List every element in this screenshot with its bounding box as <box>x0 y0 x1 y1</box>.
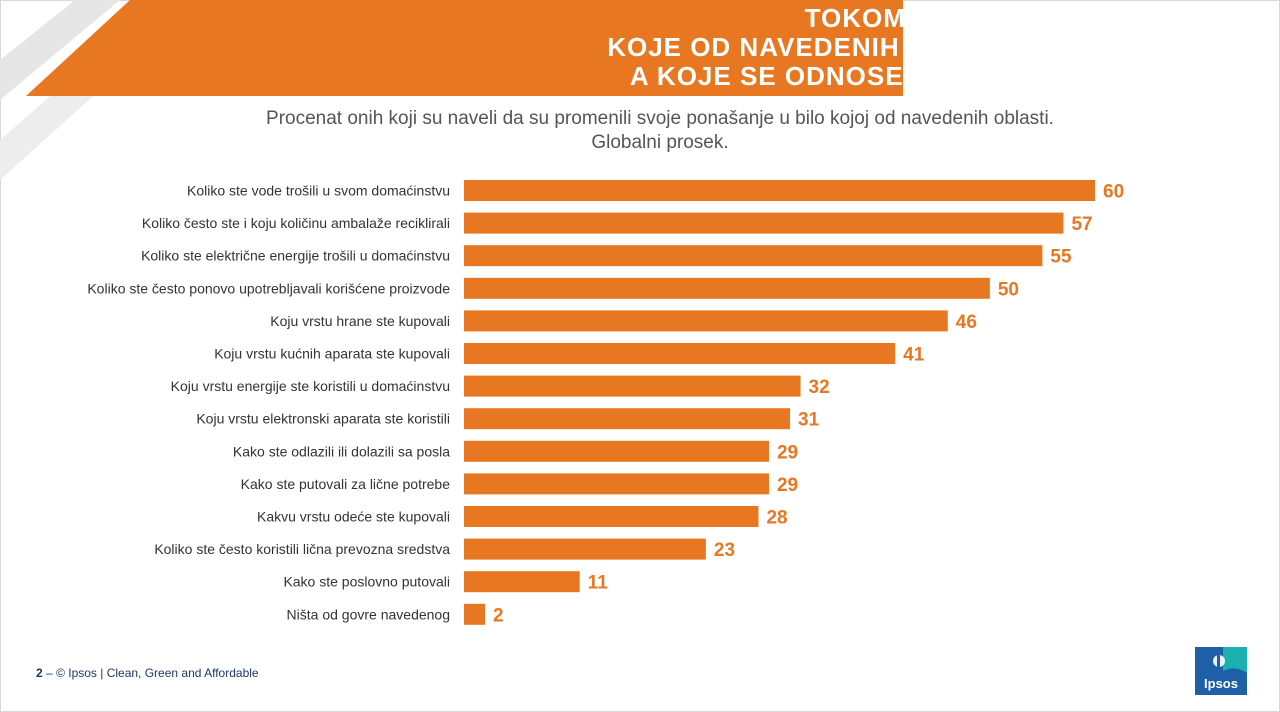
logo-text: Ipsos <box>1204 676 1238 691</box>
logo-shape <box>1195 647 1247 695</box>
footer: 2 – © Ipsos | Clean, Green and Affordabl… <box>36 666 259 680</box>
category-label: Kako ste poslovno putovali <box>283 574 450 590</box>
bar <box>464 245 1043 267</box>
value-label: 55 <box>1050 247 1072 268</box>
page-number: 2 <box>36 666 43 680</box>
bar <box>464 603 486 625</box>
value-label: 50 <box>998 279 1019 300</box>
category-label: Koju vrstu elektronski aparata ste koris… <box>196 411 450 427</box>
bar <box>464 310 948 332</box>
bar <box>464 375 801 397</box>
page-title: TOKOM PROTEKLIH PAR GODINA, KOJE OD NAVE… <box>607 3 1264 91</box>
bar <box>464 408 791 430</box>
category-label: Koliko ste vode trošili u svom domaćinst… <box>187 183 450 199</box>
title-banner <box>26 0 903 96</box>
value-label: 41 <box>903 345 925 366</box>
value-label: 31 <box>798 410 820 431</box>
subtitle-line-2: Globalni prosek. <box>591 132 729 153</box>
chart-subtitle: Procenat onih koji su naveli da su prome… <box>150 107 1170 155</box>
footer-text: © Ipsos | Clean, Green and Affordable <box>56 666 259 680</box>
category-label: Koju vrstu hrane ste kupovali <box>270 313 450 329</box>
category-label: Koliko ste često koristili lična prevozn… <box>154 541 450 557</box>
category-label: Kako ste putovali za lične potrebe <box>241 476 451 492</box>
category-label: Koliko često ste i koju količinu ambalaž… <box>142 215 450 231</box>
value-label: 60 <box>1103 182 1124 203</box>
value-label: 2 <box>493 605 504 626</box>
category-label: Koju vrstu kućnih aparata ste kupovali <box>214 346 450 362</box>
bar <box>464 538 706 560</box>
bar <box>464 571 580 593</box>
category-label: Kakvu vrstu odeće ste kupovali <box>257 509 450 525</box>
value-label: 11 <box>588 573 609 594</box>
subtitle-line-1: Procenat onih koji su naveli da su prome… <box>266 108 1054 129</box>
value-label: 46 <box>956 312 977 333</box>
bar <box>464 212 1064 234</box>
bar <box>464 506 759 527</box>
category-label: Koju vrstu energije ste koristili u doma… <box>171 378 450 394</box>
value-label: 29 <box>777 442 798 463</box>
category-label: Koliko ste često ponovo upotrebljavali k… <box>87 280 450 296</box>
category-label: Kako ste odlazili ili dolazili sa posla <box>233 443 450 459</box>
bar <box>464 180 1095 201</box>
bar <box>464 473 769 495</box>
value-label: 32 <box>809 377 830 398</box>
category-label: Koliko ste električne energije trošili u… <box>141 248 450 264</box>
value-label: 57 <box>1071 214 1092 235</box>
footer-separator: – <box>46 666 53 680</box>
value-label: 29 <box>777 475 798 496</box>
value-label: 28 <box>766 508 787 529</box>
category-label: Ništa od govre navedenog <box>287 606 450 622</box>
bar <box>464 440 769 462</box>
bar <box>464 277 990 299</box>
ipsos-logo: Ipsos <box>1195 647 1247 695</box>
value-label: 23 <box>714 540 735 561</box>
bar <box>464 343 896 364</box>
